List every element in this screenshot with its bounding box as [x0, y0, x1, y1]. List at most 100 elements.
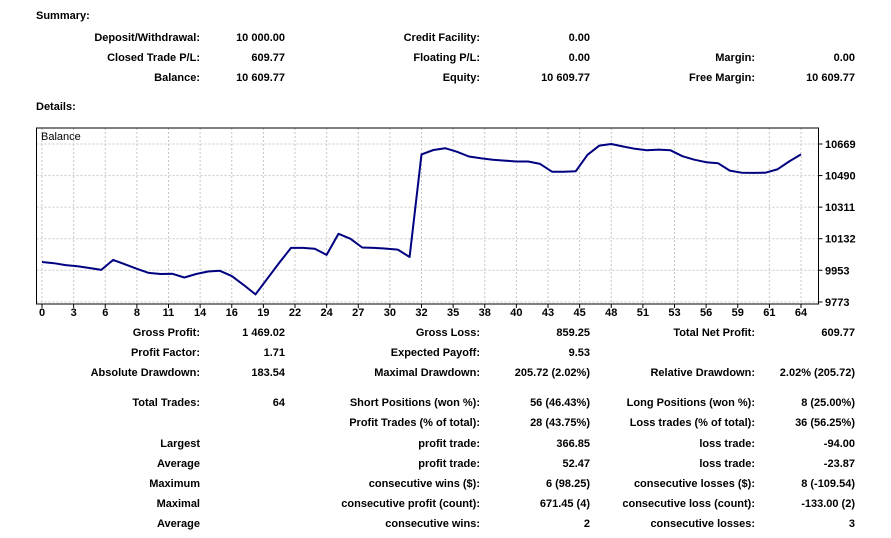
x-axis-label: 24: [321, 307, 334, 319]
table-row: Maximum consecutive wins ($): 6 (98.25) con…: [0, 474, 855, 494]
stat-value: 2.02% (205.72): [779, 367, 855, 379]
stat-label: loss trade:: [699, 458, 755, 470]
stat-label: loss trade:: [699, 438, 755, 450]
stat-value: 0.00: [568, 52, 590, 64]
stat-value: 366.85: [556, 438, 590, 450]
stat-label: Loss trades (% of total):: [629, 417, 755, 429]
stat-label: Total Net Profit:: [673, 327, 755, 339]
details-heading: Details:: [36, 101, 76, 113]
x-axis-label: 32: [415, 307, 427, 319]
stat-value: [200, 474, 285, 494]
stat-value: [200, 434, 285, 454]
x-axis-label: 48: [605, 307, 617, 319]
x-axis-label: 30: [384, 307, 396, 319]
stat-value: 609.77: [821, 327, 855, 339]
stat-label: Absolute Drawdown:: [90, 367, 200, 379]
y-axis-label: 10311: [825, 202, 855, 214]
x-axis-label: 22: [289, 307, 301, 319]
x-axis-label: 56: [700, 307, 712, 319]
x-axis-label: 59: [732, 307, 744, 319]
x-axis-label: 0: [39, 307, 45, 319]
stat-label: consecutive loss (count):: [622, 498, 755, 510]
stat-label: Floating P/L:: [413, 52, 480, 64]
stat-value: 52.47: [562, 458, 590, 470]
stat-value: [200, 454, 285, 474]
stat-label: Maximal Drawdown:: [374, 367, 480, 379]
table-row: Largest profit trade: 366.85 loss trade: -94…: [0, 434, 855, 454]
stat-value: 9.53: [568, 347, 590, 359]
stat-value: 3: [848, 518, 855, 530]
x-axis-label: 40: [510, 307, 522, 319]
table-row: Closed Trade P/L: 609.77 Floating P/L: 0.00…: [0, 48, 855, 68]
stat-label: [590, 343, 755, 363]
x-axis-label: 3: [71, 307, 77, 319]
stat-value: 183.54: [251, 367, 285, 379]
stat-value: 8 (25.00%): [801, 397, 855, 409]
x-axis-label: 14: [194, 307, 207, 319]
stat-value: 205.72 (2.02%): [514, 367, 590, 379]
row-spacer: [0, 383, 855, 393]
stat-value: 1 469.02: [242, 327, 285, 339]
chart-plot-area: [36, 128, 819, 304]
stat-value: -133.00 (2): [801, 498, 855, 510]
stat-value: 859.25: [556, 327, 590, 339]
stat-value: [200, 514, 285, 534]
stat-label: profit trade:: [418, 438, 480, 450]
stat-value: -94.00: [823, 438, 855, 450]
stat-label: Average: [156, 518, 200, 530]
stat-label: Margin:: [715, 52, 755, 64]
stat-label: consecutive wins:: [385, 518, 480, 530]
stat-label: Closed Trade P/L:: [107, 52, 200, 64]
stat-value: 6 (98.25): [545, 478, 590, 490]
y-axis-label: 10669: [825, 139, 856, 151]
stat-value: 0.00: [833, 52, 855, 64]
table-row: Gross Profit: 1 469.02 Gross Loss: 859.25 To…: [0, 323, 855, 343]
x-axis-label: 8: [134, 307, 140, 319]
x-axis-label: 19: [257, 307, 269, 319]
y-axis-label: 10132: [825, 234, 856, 246]
table-row: Deposit/Withdrawal: 10 000.00 Credit Facil…: [0, 28, 855, 48]
stat-label: Profit Factor:: [130, 347, 200, 359]
stat-label: Short Positions (won %):: [349, 397, 480, 409]
stat-value: [200, 494, 285, 514]
stat-value: [755, 343, 855, 363]
table-row: Maximal consecutive profit (count): 671.45…: [0, 494, 855, 514]
stat-label: Gross Loss:: [415, 327, 480, 339]
stat-label: Deposit/Withdrawal:: [94, 32, 200, 44]
stat-label: Long Positions (won %):: [626, 397, 755, 409]
balance-chart: 0 3 6 8 11 14 16 19 22 24 27 30 32 35 38 40 43 45 48 51 53 56…: [36, 127, 856, 319]
x-axis-label: 27: [352, 307, 364, 319]
stat-label: Balance:: [154, 72, 200, 84]
x-axis-label: 11: [163, 307, 175, 319]
stat-value: -23.87: [823, 458, 855, 470]
stat-label: Maximal: [156, 498, 200, 510]
stat-value: 56 (46.43%): [530, 397, 590, 409]
table-row: Absolute Drawdown: 183.54 Maximal Drawdown…: [0, 363, 855, 383]
stat-value: 0.00: [568, 32, 590, 44]
stat-value: [200, 413, 285, 433]
stat-value: 671.45 (4): [539, 498, 590, 510]
chart-border: [36, 127, 819, 305]
stat-label: consecutive wins ($):: [368, 478, 480, 490]
stat-value: 10 609.77: [806, 72, 855, 84]
stat-value: 10 609.77: [541, 72, 590, 84]
table-row: Profit Factor: 1.71 Expected Payoff: 9.53: [0, 343, 855, 363]
summary-table: Deposit/Withdrawal: 10 000.00 Credit Facil…: [0, 28, 855, 88]
stat-label: Expected Payoff:: [390, 347, 480, 359]
x-axis-label: 6: [102, 307, 108, 319]
stat-label: Equity:: [442, 72, 480, 84]
table-row: Average profit trade: 52.47 loss trade: -23.…: [0, 454, 855, 474]
stat-label: [0, 413, 200, 433]
x-axis-label: 43: [542, 307, 554, 319]
x-axis-label: 16: [226, 307, 238, 319]
balance-line: [41, 143, 802, 296]
chart-title: Balance: [41, 131, 81, 143]
stat-value: 10 609.77: [236, 72, 285, 84]
y-axis-label: 9953: [825, 265, 849, 277]
stat-label: consecutive losses:: [650, 518, 755, 530]
x-axis-label: 38: [479, 307, 491, 319]
stat-value: 609.77: [251, 52, 285, 64]
table-row: Total Trades: 64 Short Positions (won %): 5…: [0, 393, 855, 413]
x-axis-label: 51: [637, 307, 649, 319]
x-axis-label: 45: [574, 307, 586, 319]
